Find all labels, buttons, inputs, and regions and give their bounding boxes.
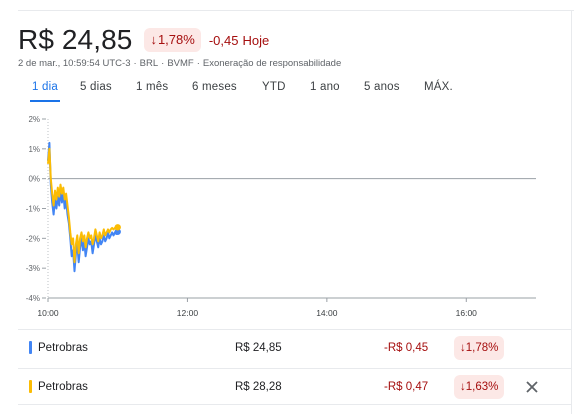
row-name: Petrobras [38, 380, 88, 393]
tab-1-year[interactable]: 1 ano [310, 81, 340, 93]
top-divider [18, 10, 574, 11]
row-name: Petrobras [38, 341, 88, 354]
currency: BRL [139, 58, 159, 69]
meta-separator: · [196, 58, 200, 69]
meta-separator: · [161, 58, 165, 69]
series-endpoint-1 [114, 224, 121, 231]
series-color-marker [29, 380, 32, 393]
row-diff: -R$ 0,47 [384, 380, 429, 393]
x-axis-ticks: 10:00 12:00 14:00 16:00 [37, 298, 477, 318]
chart-series [47, 141, 121, 273]
row-percent: 1,63% [465, 380, 499, 393]
quote-meta: 2 de mar., 10:59:54 UTC-3 · BRL · BVMF · Exone… [18, 58, 341, 69]
row-percent-badge: ↓1,63% [454, 374, 505, 399]
row-price: R$ 28,28 [235, 380, 282, 393]
series-endpoint-0 [114, 228, 121, 235]
x-tick-label: 14:00 [316, 308, 338, 318]
series-line-1 [47, 147, 119, 264]
x-tick-label: 16:00 [456, 308, 478, 318]
x-tick-label: 10:00 [37, 308, 59, 318]
y-tick-label: -1% [26, 205, 40, 214]
down-arrow-icon: ↓ [150, 32, 157, 47]
row-diff: -R$ 0,45 [384, 341, 429, 354]
series-color-marker [29, 341, 32, 354]
y-tick-label: -3% [26, 264, 40, 273]
row-percent: 1,78% [465, 341, 499, 354]
tab-5-days[interactable]: 5 dias [80, 81, 112, 93]
timestamp: 2 de mar., 10:59:54 UTC-3 [18, 58, 131, 69]
tab-max[interactable]: MÁX. [424, 81, 453, 93]
tab-1-day[interactable]: 1 dia [30, 78, 60, 102]
down-arrow-icon: ↓ [460, 380, 466, 393]
y-tick-label: -4% [26, 294, 40, 303]
comparison-row[interactable]: Petrobras R$ 28,28 -R$ 0,47 ↓1,63% [18, 368, 572, 405]
exchange: BVMF [167, 58, 194, 69]
y-tick-label: 1% [28, 145, 40, 154]
y-axis-ticks: 2% 1% 0% -1% -2% -3% -4% [26, 115, 40, 303]
down-arrow-icon: ↓ [460, 341, 466, 354]
price-chart[interactable]: 2% 1% 0% -1% -2% -3% -4% 10:00 12:00 14:00 16:00 [0, 108, 580, 322]
quote-header: R$ 24,85 ↓ 1,78% -0,45 Hoje [18, 24, 269, 56]
x-tick-label: 12:00 [177, 308, 199, 318]
tab-ytd[interactable]: YTD [262, 81, 286, 93]
absolute-change: -0,45 Hoje [209, 33, 269, 48]
right-divider [571, 10, 572, 414]
row-percent-badge: ↓1,78% [454, 335, 505, 360]
tab-5-years[interactable]: 5 anos [364, 81, 400, 93]
disclaimer-link[interactable]: Exoneração de responsabilidade [202, 58, 342, 69]
row-price: R$ 24,85 [235, 341, 282, 354]
y-tick-label: 0% [28, 175, 40, 184]
percent-change-badge: ↓ 1,78% [144, 28, 201, 52]
comparison-row[interactable]: Petrobras R$ 24,85 -R$ 0,45 ↓1,78% [18, 329, 572, 365]
meta-separator: · [133, 58, 137, 69]
today-label: Hoje [242, 32, 270, 48]
tab-1-month[interactable]: 1 mês [136, 81, 169, 93]
percent-change-value: 1,78% [157, 32, 195, 47]
tab-6-months[interactable]: 6 meses [192, 81, 237, 93]
y-tick-label: 2% [28, 115, 40, 124]
range-tabs: 1 dia 5 dias 1 mês 6 meses YTD 1 ano 5 a… [18, 78, 538, 104]
absolute-change-value: -0,45 [208, 32, 239, 48]
chart-gridlines [42, 118, 536, 299]
y-tick-label: -2% [26, 234, 40, 243]
series-line-0 [47, 141, 119, 273]
current-price: R$ 24,85 [18, 24, 133, 55]
close-icon[interactable] [523, 378, 541, 396]
